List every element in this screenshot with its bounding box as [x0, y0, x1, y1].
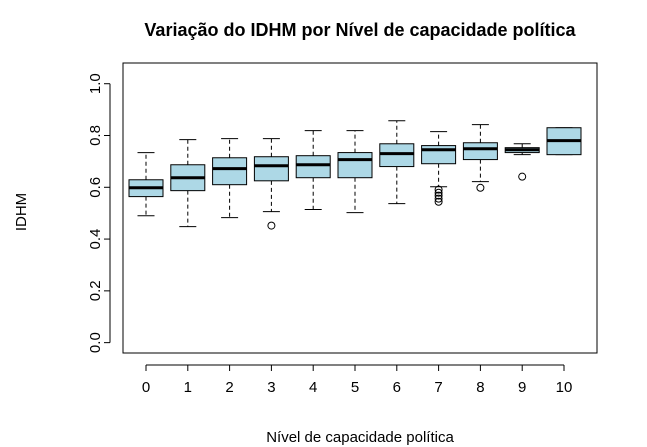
y-tick-label: 0.0	[87, 332, 104, 353]
outlier	[518, 172, 527, 181]
outlier	[434, 191, 443, 200]
y-axis-label: IDHM	[13, 193, 30, 231]
x-tick-label: 10	[556, 379, 573, 396]
x-tick-label: 5	[351, 379, 359, 396]
outlier	[434, 188, 443, 197]
x-tick-label: 7	[434, 379, 442, 396]
x-tick-label: 8	[476, 379, 484, 396]
y-tick-label: 0.2	[87, 280, 104, 301]
box	[337, 152, 373, 179]
x-tick-label: 6	[393, 379, 401, 396]
box	[379, 143, 415, 168]
box	[212, 157, 248, 186]
x-tick-label: 1	[184, 379, 192, 396]
chart-title: Variação do IDHM por Nível de capacidade…	[144, 20, 576, 40]
outlier	[476, 183, 485, 192]
y-tick-label: 0.6	[87, 177, 104, 198]
x-tick-label: 9	[518, 379, 526, 396]
outlier	[267, 221, 276, 230]
box	[253, 156, 289, 182]
x-tick-label: 0	[142, 379, 150, 396]
y-tick-label: 1.0	[87, 73, 104, 94]
x-axis-label: Nível de capacidade política	[266, 429, 454, 446]
box	[462, 142, 498, 161]
outlier	[434, 197, 443, 206]
x-tick-label: 4	[309, 379, 317, 396]
x-tick-label: 2	[225, 379, 233, 396]
plot-frame	[122, 62, 598, 354]
outlier	[434, 185, 443, 194]
box	[295, 155, 331, 179]
outlier	[434, 194, 443, 203]
y-tick-label: 0.4	[87, 229, 104, 250]
x-tick-label: 3	[267, 379, 275, 396]
y-tick-label: 0.8	[87, 125, 104, 146]
